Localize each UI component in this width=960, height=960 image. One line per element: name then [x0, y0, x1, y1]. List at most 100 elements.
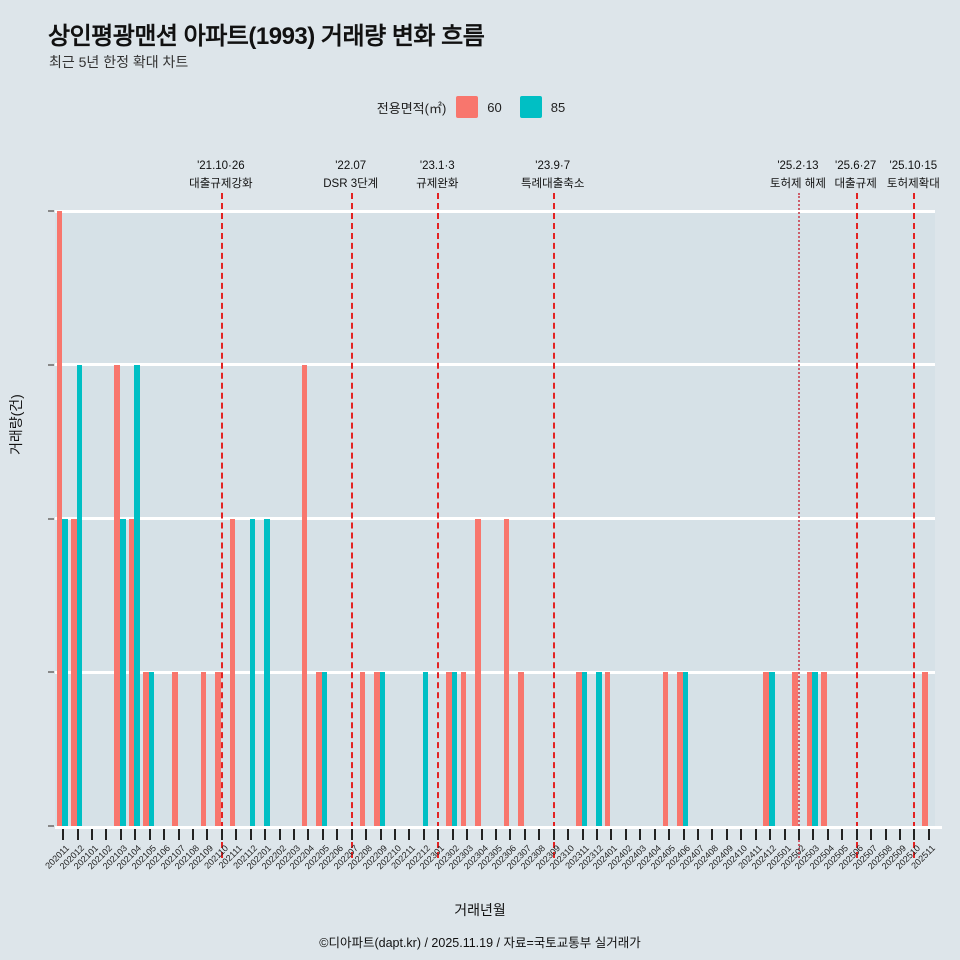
x-axis-tick	[422, 829, 425, 840]
x-axis-tick	[278, 829, 281, 840]
x-axis-tick	[855, 829, 858, 840]
x-axis-tick	[754, 829, 757, 840]
event-name-label: 토허제확대	[886, 178, 940, 190]
bar-60-202311	[575, 672, 582, 826]
bar-85-202012	[76, 364, 83, 826]
bar-85-202011	[62, 518, 68, 826]
gridline	[55, 209, 935, 213]
y-axis-tick-mark	[48, 825, 54, 827]
bar-85-202201	[264, 518, 270, 826]
event-name-label: DSR 3단계	[323, 178, 379, 190]
event-annotation-202207: '22.07 DSR 3단계	[291, 160, 411, 191]
plot-area	[55, 193, 942, 858]
event-name-label: 규제완화	[416, 178, 459, 190]
y-axis-tick-mark	[48, 671, 54, 674]
bar-85-202209	[379, 672, 386, 826]
x-axis-tick	[379, 829, 382, 840]
x-axis-tick	[898, 829, 901, 840]
bar-60-202104	[128, 518, 135, 826]
x-axis-tick	[639, 829, 642, 840]
x-axis-tick	[134, 829, 137, 840]
bar-60-202205	[316, 672, 322, 826]
bar-60-202208	[359, 672, 366, 826]
x-axis-tick	[797, 829, 800, 840]
event-annotation-202506: '25.6·27 대출규제	[796, 160, 916, 191]
event-date-label: '25.6·27	[835, 160, 877, 172]
legend: 전용면적(㎡) 60 85	[0, 96, 960, 118]
gridline	[55, 517, 935, 520]
event-date-label: '23.1·3	[419, 160, 455, 172]
page-title: 상인평광맨션 아파트(1993) 거래량 변화 흐름	[48, 23, 485, 50]
x-axis-tick	[812, 829, 815, 840]
x-axis-tick	[538, 829, 541, 840]
bar-85-202205	[321, 672, 328, 826]
bar-85-202412	[769, 672, 775, 826]
event-line-202207	[350, 193, 353, 858]
bar-60-202307	[518, 672, 524, 826]
bar-60-202012	[71, 518, 77, 826]
bar-60-202502	[792, 672, 798, 826]
bar-85-202212	[422, 672, 429, 826]
gridline	[55, 670, 935, 674]
x-axis-tick	[148, 829, 151, 840]
event-name-label: 토허제 해제	[769, 178, 826, 190]
event-annotation-202309: '23.9·7 특례대출축소	[493, 160, 613, 191]
x-axis-tick	[466, 829, 469, 840]
x-axis-tick	[624, 829, 627, 840]
x-axis-tick	[394, 829, 397, 840]
bar-60-202105	[143, 672, 149, 826]
bar-60-202110	[215, 672, 221, 826]
event-date-label: '23.9·7	[535, 160, 571, 172]
x-axis-tick	[76, 829, 79, 840]
event-line-202309	[552, 193, 555, 858]
x-axis-tick	[105, 829, 108, 840]
page-subtitle: 최근 5년 한정 확대 차트	[49, 54, 189, 70]
legend-swatch-85	[519, 96, 542, 118]
x-axis-tick	[725, 829, 728, 840]
x-axis-tick	[841, 829, 844, 840]
legend-label-85: 85	[550, 99, 566, 115]
event-name-label: 특례대출축소	[520, 178, 585, 190]
event-name-label: 대출규제	[834, 178, 877, 190]
x-axis-tick	[927, 829, 930, 840]
bar-60-202412	[763, 672, 770, 826]
event-line-202502	[797, 193, 800, 858]
bar-60-202406	[676, 672, 683, 826]
x-axis-tick	[264, 829, 267, 840]
bar-85-202112	[249, 518, 256, 826]
y-axis-tick-mark	[48, 210, 54, 212]
y-axis-tick-mark	[48, 517, 54, 520]
event-line-202510	[913, 193, 916, 858]
bar-60-202306	[503, 518, 510, 826]
x-axis-tick	[307, 829, 310, 840]
x-axis-tick	[653, 829, 656, 840]
legend-title: 전용면적(㎡)	[376, 100, 447, 116]
bar-60-202302	[446, 672, 452, 826]
x-axis-tick	[523, 829, 526, 840]
bar-60-202504	[821, 672, 827, 826]
legend-label-60: 60	[487, 99, 502, 115]
bar-60-202503	[806, 672, 813, 826]
bar-85-202302	[451, 672, 458, 826]
bar-60-202401	[604, 672, 611, 826]
x-axis-tick	[220, 829, 223, 840]
bar-60-202511	[922, 672, 928, 826]
x-axis-tick	[581, 829, 584, 840]
x-axis-tick	[826, 829, 829, 840]
bar-60-202111	[229, 518, 236, 826]
bar-85-202312	[595, 672, 602, 826]
x-axis-tick	[437, 829, 440, 840]
x-axis-tick	[552, 829, 555, 840]
bar-60-202209	[373, 672, 380, 826]
bar-60-202304	[474, 518, 481, 826]
x-axis-tick	[336, 829, 339, 840]
x-axis-tick	[913, 829, 916, 840]
x-axis-tick	[321, 829, 324, 840]
bar-60-202109	[200, 672, 207, 826]
event-line-202110	[220, 193, 223, 858]
x-axis-tick	[163, 829, 166, 840]
x-axis-tick	[740, 829, 743, 840]
legend-swatch-60	[456, 96, 479, 118]
event-annotation-202301: '23.1·3 규제완화	[377, 160, 497, 191]
